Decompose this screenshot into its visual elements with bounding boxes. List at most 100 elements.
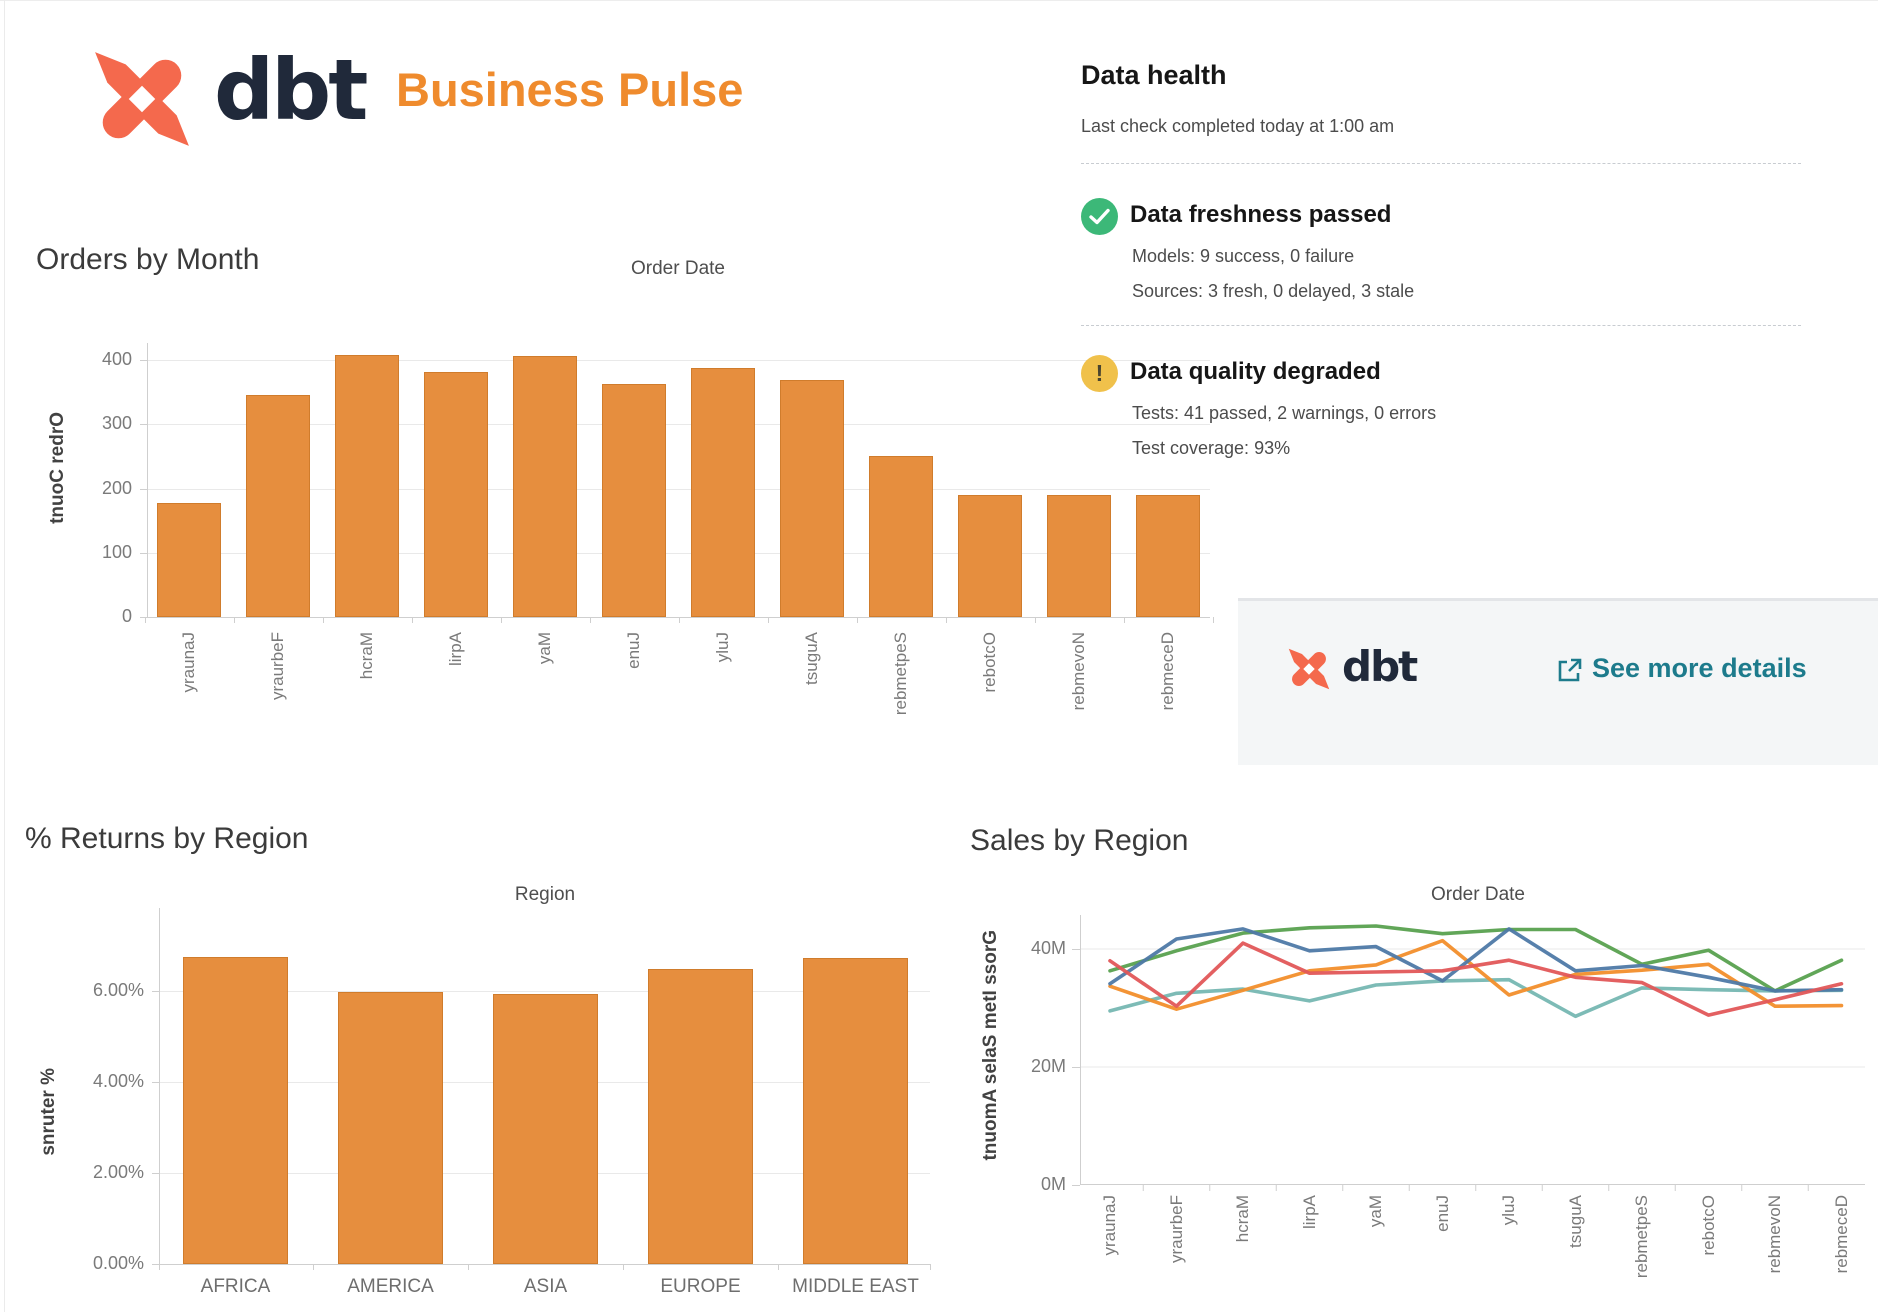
x-label-may: yaM [1366, 1195, 1385, 1228]
bar-april[interactable] [424, 372, 488, 617]
sales-chart-title: Sales by Region [970, 824, 1189, 857]
y-gridline [147, 424, 1210, 426]
x-tick [144, 617, 146, 623]
x-tick [678, 617, 680, 623]
x-label-november: rebmevoN [1765, 1195, 1784, 1274]
y-gridline [147, 552, 1210, 554]
x-label-june: enuJ [1432, 1195, 1452, 1232]
freshness-status-title: Data freshness passed [1130, 201, 1392, 228]
bar-march[interactable] [335, 354, 399, 617]
bar-january[interactable] [157, 503, 221, 617]
bar-middle-east[interactable] [803, 957, 908, 1264]
y-tick [1072, 949, 1080, 950]
x-tick [930, 1264, 931, 1270]
bar-africa[interactable] [183, 956, 288, 1264]
check-circle-icon [1081, 198, 1118, 235]
orders-ylabel: tnuoC redrO [47, 412, 68, 524]
orders-chart-title: Orders by Month [36, 243, 260, 276]
x-label-february: yraurbeF [1166, 1195, 1186, 1264]
sales-line-red[interactable] [1108, 941, 1844, 1017]
bar-june[interactable] [602, 384, 666, 617]
returns-chart-title: % Returns by Region [25, 822, 309, 855]
bar-asia[interactable] [493, 994, 598, 1264]
x-tick [313, 1264, 314, 1270]
bar-may[interactable] [513, 356, 577, 617]
y-gridline [147, 488, 1210, 490]
y-tick-label: 0M [1040, 1174, 1066, 1194]
y-tick-label: 0 [121, 606, 132, 626]
bar-america[interactable] [338, 991, 443, 1264]
external-link-icon[interactable] [1556, 657, 1583, 684]
warning-circle-icon: ! [1081, 355, 1118, 392]
x-label-june: enuJ [624, 632, 643, 669]
x-label-december: rebmeceD [1158, 632, 1177, 711]
returns-ylabel: snruter % [38, 1068, 59, 1156]
y-tick-label: 200 [101, 477, 132, 498]
sales-line-blue[interactable] [1108, 927, 1844, 993]
data-health-subtitle: Last check completed today at 1:00 am [1081, 116, 1395, 136]
y-axis-line [159, 908, 160, 1264]
bar-europe[interactable] [648, 969, 753, 1264]
y-tick-label: 6.00% [92, 980, 144, 1000]
see-more-details-link[interactable]: See more details [1592, 653, 1807, 683]
x-label-november: rebmevoN [1069, 632, 1088, 711]
y-gridline [147, 360, 1210, 361]
dbt-logo-icon [88, 48, 196, 150]
y-tick [152, 991, 159, 992]
x-label-april: lirpA [446, 632, 465, 667]
data-health-title: Data health [1081, 60, 1227, 90]
x-label-january: yraunaJ [1100, 1195, 1119, 1256]
x-tick [623, 1264, 624, 1270]
y-tick [1072, 1067, 1080, 1068]
freshness-models-line: Models: 9 success, 0 failure [1132, 246, 1355, 266]
y-tick [152, 1264, 159, 1265]
bar-november[interactable] [1047, 494, 1111, 617]
x-label-december: rebmeceD [1831, 1195, 1851, 1274]
x-tick [1212, 617, 1214, 623]
sales-line-orange[interactable] [1108, 938, 1844, 1011]
dbt-wordmark-small: dbt [1342, 642, 1418, 691]
top-edge-divider [0, 0, 1878, 1]
x-tick [778, 1264, 779, 1270]
dashed-divider [1081, 325, 1801, 326]
quality-coverage-line: Test coverage: 93% [1132, 438, 1291, 458]
sales-line-green[interactable] [1108, 924, 1844, 993]
x-tick [411, 617, 413, 623]
y-tick [140, 552, 147, 554]
sales-chart-axis-title: Order Date [1431, 884, 1525, 905]
dashed-divider [1081, 163, 1801, 164]
bar-august[interactable] [780, 379, 844, 617]
sales-lines-svg[interactable] [1080, 915, 1865, 1193]
x-label-february: yraurbeF [268, 632, 287, 701]
x-label-october: rebotcO [980, 632, 999, 693]
y-tick-label: 100 [101, 541, 132, 562]
x-tick [856, 617, 858, 623]
x-label-january: yraunaJ [179, 632, 198, 693]
y-tick-label: 0.00% [92, 1253, 144, 1273]
x-tick [500, 617, 502, 623]
sales-ylabel: tnuomA selaS metI ssorG [980, 930, 1001, 1161]
x-label-september: rebmetpeS [1632, 1195, 1651, 1279]
y-gridline [159, 991, 930, 992]
y-tick [152, 1173, 159, 1174]
returns-chart-axis-title: Region [514, 884, 576, 905]
sales-line-teal[interactable] [1108, 977, 1844, 1019]
bar-december[interactable] [1136, 494, 1200, 617]
bar-february[interactable] [246, 394, 310, 617]
left-edge-divider [4, 0, 5, 1312]
x-label-asia: ASIA [523, 1276, 568, 1297]
x-label-middle-east: MIDDLE EAST [792, 1276, 919, 1297]
x-tick [945, 617, 947, 623]
y-tick [140, 617, 147, 618]
dbt-wordmark: dbt [214, 41, 368, 139]
x-label-europe: EUROPE [660, 1276, 741, 1297]
page-title: Business Pulse [396, 63, 744, 116]
bar-october[interactable] [958, 494, 1022, 617]
x-label-july: yluJ [713, 632, 732, 663]
y-tick-label: 300 [101, 413, 132, 434]
x-label-america: AMERICA [347, 1276, 434, 1297]
bar-september[interactable] [869, 455, 933, 617]
bar-july[interactable] [691, 367, 755, 617]
x-label-september: rebmetpeS [891, 632, 910, 716]
